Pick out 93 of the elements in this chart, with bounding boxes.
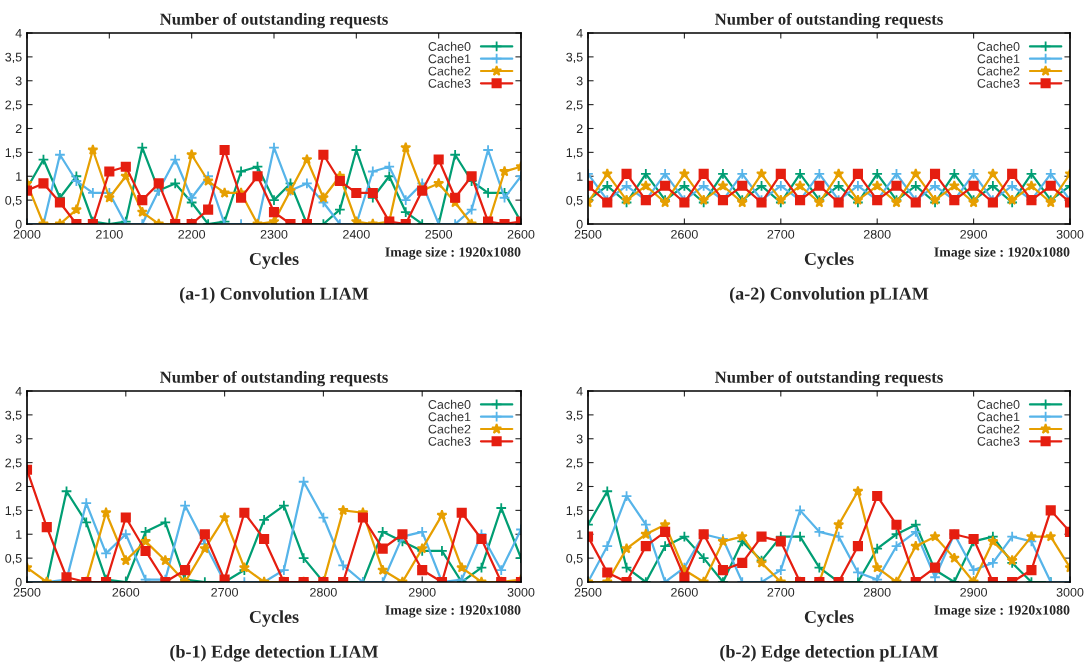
y-tick-label: 1,5	[566, 148, 583, 159]
legend-label: Cache3	[428, 78, 471, 88]
legend-label: Cache1	[977, 412, 1020, 422]
chart-title: Number of outstanding requests	[715, 370, 943, 387]
x-tick-label: 2500	[574, 587, 602, 597]
y-tick-label: 1	[577, 530, 583, 539]
x-tick-label: 2700	[211, 587, 239, 597]
legend-label: Cache3	[428, 436, 471, 446]
x-tick-label: 2600	[671, 587, 698, 597]
x-tick-label: 2500	[13, 587, 41, 597]
x-tick-label: 2400	[343, 229, 370, 239]
x-tick-label: 2000	[13, 229, 41, 239]
y-tick-label: 1	[577, 172, 583, 181]
text: Image size : 1920x1080	[934, 604, 1070, 618]
y-tick-label: 0	[15, 577, 22, 587]
x-tick-label: 2700	[767, 587, 795, 597]
y-tick-label: 4	[576, 28, 583, 38]
y-tick-label: 2	[15, 482, 22, 492]
x-tick-label: 2600	[112, 587, 140, 597]
x-tick-label: 2900	[960, 587, 988, 597]
x-tick-label: 2300	[260, 229, 288, 239]
y-tick-label: 3,5	[5, 410, 22, 421]
y-tick-label: 1,5	[5, 506, 22, 517]
text: (b-1) Edge detection LIAM	[170, 645, 379, 662]
x-tick-label: 2500	[425, 229, 453, 239]
x-tick-label: 2600	[671, 229, 698, 239]
x-tick-label: 2900	[960, 229, 988, 239]
y-tick-label: 1,5	[566, 506, 583, 517]
x-tick-label: 2200	[178, 229, 206, 239]
y-tick-label: 3,5	[566, 410, 583, 421]
y-tick-label: 2,5	[5, 100, 22, 111]
x-tick-label: 3000	[507, 587, 535, 597]
x-tick-label: 2600	[507, 229, 535, 239]
legend-label: Cache2	[428, 66, 471, 76]
y-tick-label: 1	[16, 530, 22, 539]
y-tick-label: 2	[15, 124, 22, 134]
y-tick-label: 4	[576, 386, 583, 396]
y-tick-label: 4	[15, 386, 22, 396]
legend-label: Cache2	[977, 66, 1020, 76]
x-tick-label: 2100	[96, 229, 123, 239]
chart-title: Number of outstanding requests	[715, 12, 943, 29]
y-tick-label: 3	[576, 434, 583, 444]
y-tick-label: 2,5	[5, 458, 22, 469]
text: (a-2) Convolution pLIAM	[729, 287, 929, 304]
legend-label: Cache0	[428, 41, 471, 51]
y-tick-label: 2	[576, 482, 583, 492]
y-tick-label: 0	[576, 577, 583, 587]
legend-label: Cache0	[428, 399, 471, 409]
y-tick-label: 4	[15, 28, 22, 38]
legend-label: Cache0	[977, 399, 1020, 409]
text: Image size : 1920x1080	[385, 246, 521, 260]
x-tick-label: 3000	[1056, 587, 1084, 597]
x-tick-label: 3000	[1056, 229, 1084, 239]
y-tick-label: 3	[576, 76, 583, 86]
y-tick-label: 3	[15, 76, 22, 86]
x-axis-title: Cycles	[249, 252, 299, 269]
y-tick-label: 0,5	[5, 195, 22, 207]
y-tick-label: 3,5	[5, 52, 22, 63]
y-tick-label: 0,5	[566, 553, 583, 565]
x-axis-title: Cycles	[804, 252, 854, 269]
y-tick-label: 3,5	[566, 52, 583, 63]
legend-label: Cache0	[977, 41, 1020, 51]
y-tick-label: 1,5	[5, 148, 22, 159]
legend-label: Cache2	[428, 424, 471, 434]
legend-label: Cache1	[977, 54, 1020, 64]
text: Image size : 1920x1080	[385, 604, 521, 618]
text: (b-2) Edge detection pLIAM	[720, 645, 939, 662]
y-tick-label: 0,5	[5, 553, 22, 565]
x-tick-label: 2500	[574, 229, 602, 239]
y-tick-label: 1	[16, 172, 22, 181]
text: Image size : 1920x1080	[934, 246, 1070, 260]
y-tick-label: 2,5	[566, 458, 583, 469]
x-axis-title: Cycles	[804, 610, 854, 627]
y-tick-label: 2,5	[566, 100, 583, 111]
x-tick-label: 2700	[767, 229, 795, 239]
legend-label: Cache2	[977, 424, 1020, 434]
x-tick-label: 2800	[310, 587, 337, 597]
y-tick-label: 0	[576, 219, 583, 229]
y-tick-label: 0,5	[566, 195, 583, 207]
legend-label: Cache3	[977, 436, 1020, 446]
y-tick-label: 0	[15, 219, 22, 229]
x-tick-label: 2800	[863, 587, 891, 597]
chart-title: Number of outstanding requests	[160, 370, 388, 387]
legend-label: Cache1	[428, 54, 471, 64]
legend-label: Cache3	[977, 78, 1020, 88]
y-tick-label: 3	[15, 434, 22, 444]
legend-label: Cache1	[428, 412, 471, 422]
text: (a-1) Convolution LIAM	[180, 287, 369, 304]
x-tick-label: 2800	[863, 229, 891, 239]
x-tick-label: 2900	[408, 587, 436, 597]
x-axis-title: Cycles	[249, 610, 299, 627]
chart-title: Number of outstanding requests	[160, 12, 388, 29]
y-tick-label: 2	[576, 124, 583, 134]
